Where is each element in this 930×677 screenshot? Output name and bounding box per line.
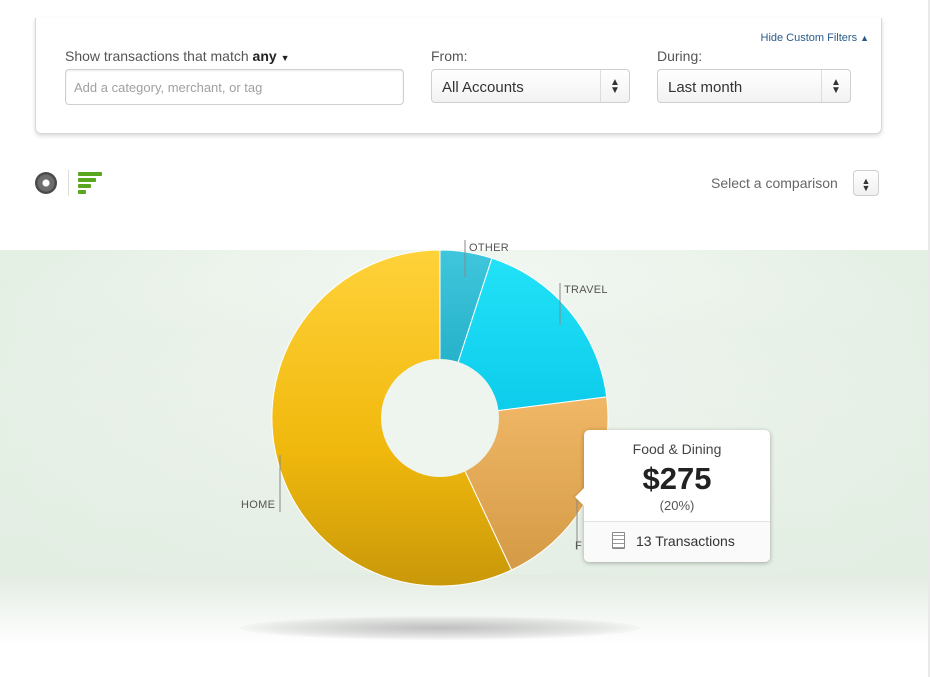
comparison-label: Select a comparison — [711, 175, 838, 191]
select-arrows-icon: ▲ ▼ — [861, 176, 871, 193]
select-arrows-icon: ▲ ▼ — [610, 77, 620, 96]
during-value: Last month — [668, 79, 743, 96]
label-home: HOME — [241, 499, 275, 511]
caret-down-icon: ▼ — [280, 53, 290, 63]
tooltip-arrow — [575, 488, 584, 506]
hide-custom-filters-link[interactable]: Hide Custom Filters ▲ — [760, 32, 870, 44]
select-divider — [600, 70, 601, 102]
view-divider — [68, 170, 69, 196]
label-other: OTHER — [469, 242, 509, 254]
from-value: All Accounts — [442, 79, 524, 96]
label-travel: TRAVEL — [564, 284, 608, 296]
select-divider — [821, 70, 822, 102]
search-input[interactable]: Add a category, merchant, or tag — [65, 69, 404, 105]
chart-shadow — [240, 616, 640, 640]
chart-background-fade — [0, 575, 928, 645]
match-prefix: Show transactions that match — [65, 48, 249, 64]
donut-chart-icon[interactable] — [35, 172, 57, 194]
from-label: From: — [431, 48, 468, 64]
tooltip-percent: (20%) — [659, 498, 695, 513]
from-select[interactable]: All Accounts ▲ ▼ — [431, 69, 630, 103]
select-arrows-icon: ▲ ▼ — [831, 77, 841, 96]
comparison-select[interactable]: ▲ ▼ — [853, 170, 879, 196]
label-food: F — [575, 540, 582, 552]
page-edge — [928, 0, 930, 677]
custom-filters-panel: Hide Custom Filters ▲ Show transactions t… — [35, 18, 882, 134]
bar-chart-icon[interactable] — [78, 172, 104, 194]
match-dropdown[interactable]: any ▼ — [253, 48, 290, 64]
tooltip-amount: $275 — [642, 461, 712, 496]
slice-tooltip: Food & Dining $275 (20%) 13 Transactions — [575, 430, 770, 562]
tooltip-category: Food & Dining — [632, 441, 722, 457]
search-placeholder: Add a category, merchant, or tag — [74, 80, 263, 95]
tooltip-divider — [584, 521, 770, 522]
caret-up-icon: ▲ — [860, 33, 869, 43]
transactions-link[interactable]: 13 Transactions — [636, 533, 735, 549]
match-label: Show transactions that match any ▼ — [65, 48, 289, 64]
during-label: During: — [657, 48, 703, 64]
match-value[interactable]: any — [252, 48, 277, 64]
document-icon — [612, 532, 625, 549]
during-select[interactable]: Last month ▲ ▼ — [657, 69, 851, 103]
donut-hole — [381, 359, 499, 477]
